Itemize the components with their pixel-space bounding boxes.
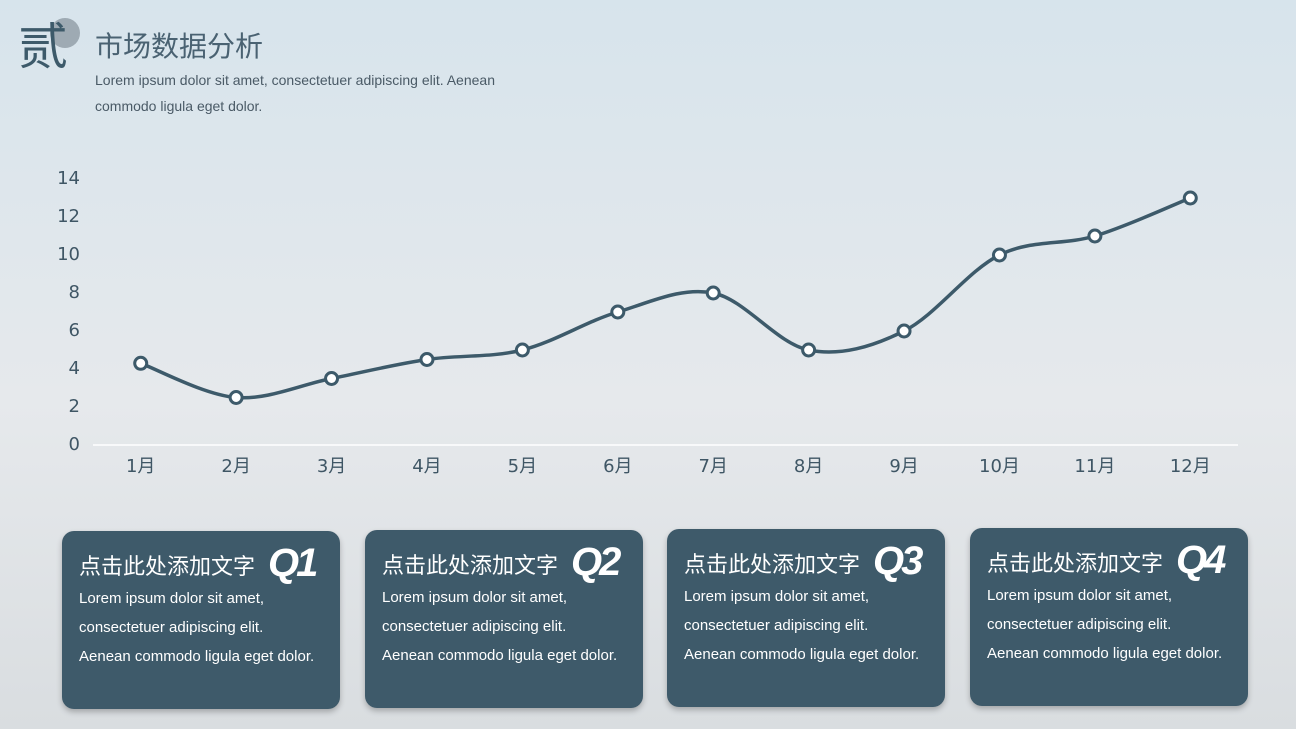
card-label: Q1	[268, 541, 318, 585]
title: 市场数据分析	[95, 30, 264, 63]
card-text: Lorem ipsum dolor sit amet,	[987, 587, 1173, 604]
marker	[705, 285, 721, 301]
x-tick-label: 9月	[889, 456, 918, 477]
x-tick-label: 11月	[1074, 456, 1115, 477]
card-text: Aenean commodo ligula eget dolor.	[684, 646, 920, 663]
marker	[610, 304, 626, 320]
y-tick-label: 14	[57, 168, 80, 189]
y-tick-label: 4	[69, 358, 80, 379]
card-label: Q3	[873, 539, 923, 583]
card-text: consectetuer adipiscing elit.	[79, 619, 264, 636]
badge: 贰	[18, 18, 68, 76]
marker	[1087, 228, 1103, 244]
card-text: Lorem ipsum dolor sit amet,	[684, 588, 870, 605]
marker	[514, 342, 530, 358]
card-label: Q4	[1176, 538, 1226, 582]
card-heading: 点击此处添加文字	[684, 553, 861, 578]
x-tick-label: 5月	[508, 456, 537, 477]
card-text: consectetuer adipiscing elit.	[987, 616, 1172, 633]
subtitle: Lorem ipsum dolor sit amet, consectetuer…	[95, 72, 495, 88]
x-tick-label: 3月	[317, 456, 346, 477]
card-heading: 点击此处添加文字	[79, 555, 256, 580]
card-text: Aenean commodo ligula eget dolor.	[987, 645, 1223, 662]
y-tick-label: 10	[57, 244, 80, 265]
subtitle: commodo ligula eget dolor.	[95, 98, 263, 114]
y-tick-label: 12	[57, 206, 80, 227]
x-tick-label: 6月	[603, 456, 632, 477]
card-text: consectetuer adipiscing elit.	[382, 618, 567, 635]
marker	[324, 371, 340, 386]
card: 点击此处添加文字 Q2 Lorem ipsum dolor sit amet, con…	[365, 530, 643, 708]
card: 点击此处添加文字 Q4 Lorem ipsum dolor sit amet, con…	[970, 528, 1248, 706]
card: 点击此处添加文字 Q1 Lorem ipsum dolor sit amet, con…	[62, 531, 340, 709]
marker	[991, 247, 1007, 263]
line	[140, 196, 1191, 400]
card-heading: 点击此处添加文字	[382, 554, 559, 579]
marker	[133, 355, 149, 371]
card-text: consectetuer adipiscing elit.	[684, 617, 869, 634]
marker	[419, 352, 435, 367]
x-tick-label: 4月	[412, 456, 441, 477]
card-text: Lorem ipsum dolor sit amet,	[79, 590, 265, 607]
card-text: Aenean commodo ligula eget dolor.	[382, 647, 618, 664]
x-tick-label: 10月	[979, 456, 1020, 477]
x-tick-label: 7月	[698, 456, 727, 477]
y-tick-label: 0	[69, 434, 80, 455]
marker	[228, 390, 244, 405]
y-tick-label: 6	[69, 320, 80, 341]
x-tick-label: 2月	[221, 456, 250, 477]
marker	[896, 323, 912, 339]
card: 点击此处添加文字 Q3 Lorem ipsum dolor sit amet, con…	[667, 529, 945, 707]
card-text: Lorem ipsum dolor sit amet,	[382, 589, 568, 606]
y-tick-label: 2	[69, 396, 80, 417]
x-tick-label: 8月	[794, 456, 823, 477]
marker	[801, 342, 817, 358]
marker	[1182, 190, 1198, 206]
card-label: Q2	[571, 540, 621, 584]
badge-circle	[50, 18, 80, 48]
card-text: Aenean commodo ligula eget dolor.	[79, 648, 315, 665]
card-heading: 点击此处添加文字	[987, 552, 1164, 577]
y-tick-label: 8	[69, 282, 80, 303]
x-tick-label: 1月	[126, 456, 155, 477]
x-tick-label: 12月	[1170, 456, 1211, 477]
